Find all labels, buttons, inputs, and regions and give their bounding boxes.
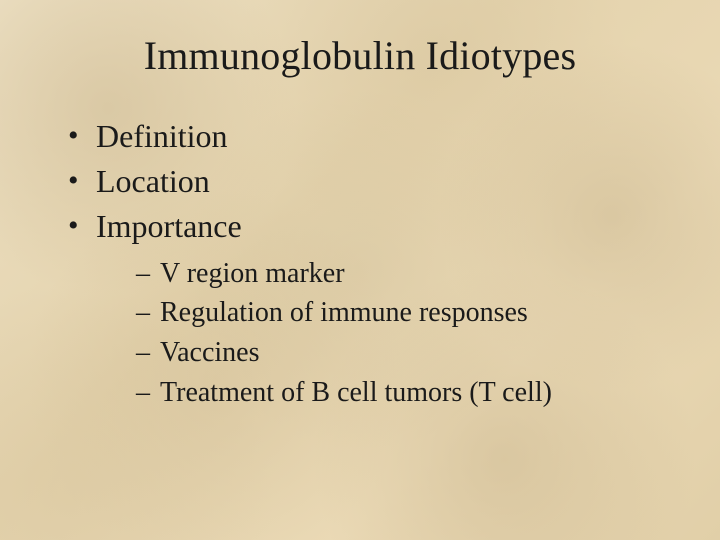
sub-bullet-list: V region marker Regulation of immune res… bbox=[136, 255, 680, 412]
bullet-item: Location bbox=[68, 160, 680, 203]
sub-bullet-item: V region marker bbox=[136, 255, 680, 293]
sub-bullet-text: V region marker bbox=[160, 258, 345, 289]
bullet-text: Definition bbox=[96, 118, 228, 154]
slide-title: Immunoglobulin Idiotypes bbox=[40, 32, 680, 79]
slide: Immunoglobulin Idiotypes Definition Loca… bbox=[0, 0, 720, 540]
bullet-text: Location bbox=[96, 163, 210, 199]
sub-bullet-text: Regulation of immune responses bbox=[160, 297, 528, 328]
bullet-item: Definition bbox=[68, 115, 680, 158]
bullet-text: Importance bbox=[96, 208, 242, 244]
main-bullet-list: Definition Location Importance V region … bbox=[68, 115, 680, 412]
sub-bullet-text: Treatment of B cell tumors (T cell) bbox=[160, 377, 552, 408]
sub-bullet-item: Regulation of immune responses bbox=[136, 294, 680, 332]
sub-bullet-item: Treatment of B cell tumors (T cell) bbox=[136, 374, 680, 412]
bullet-item: Importance V region marker Regulation of… bbox=[68, 205, 680, 411]
sub-bullet-item: Vaccines bbox=[136, 334, 680, 372]
sub-bullet-text: Vaccines bbox=[160, 337, 260, 368]
